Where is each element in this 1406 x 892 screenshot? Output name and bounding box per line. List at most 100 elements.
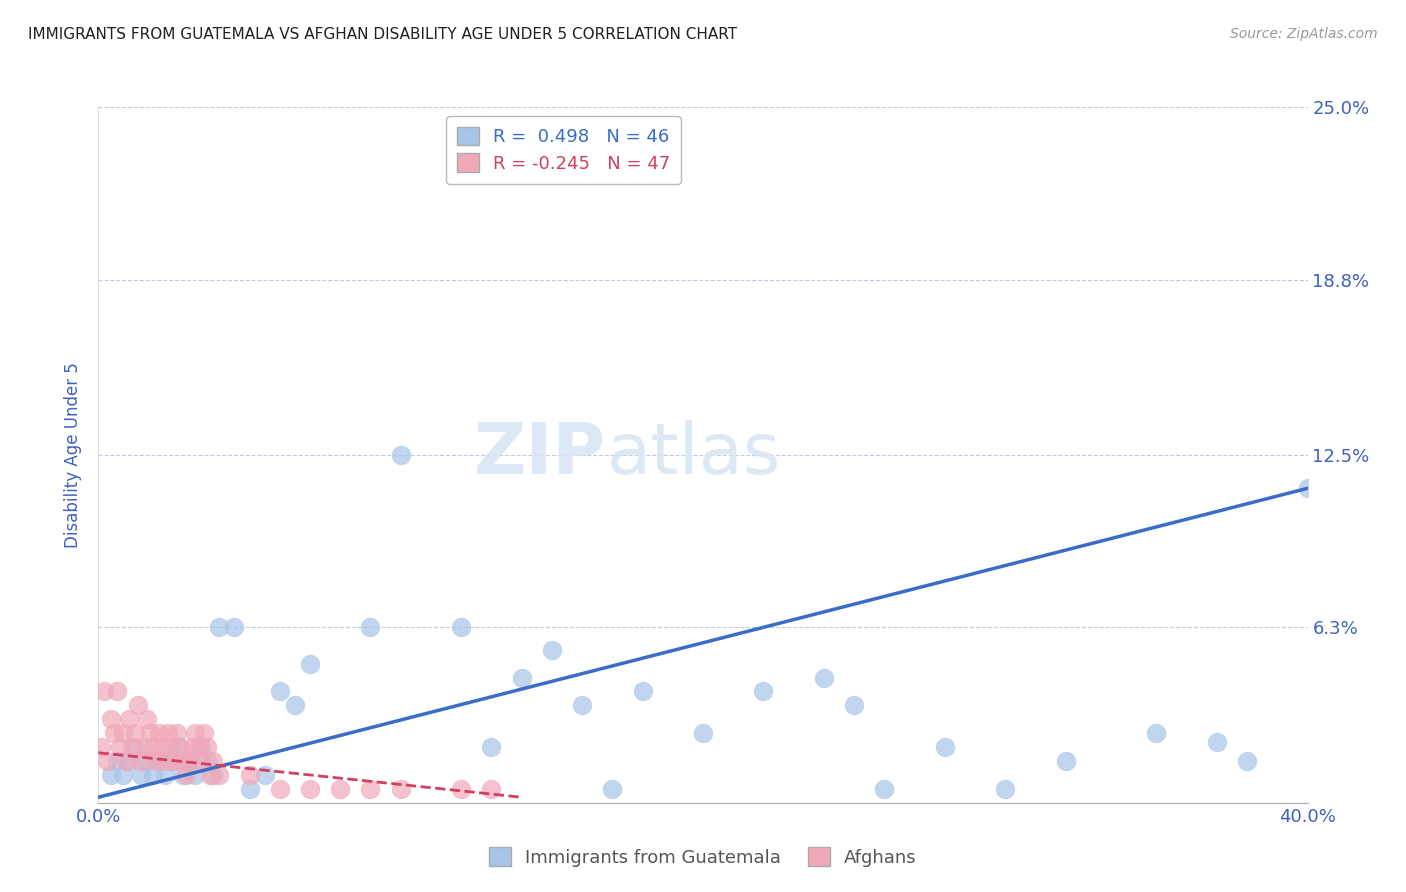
Point <box>540 642 562 657</box>
Point <box>153 768 176 782</box>
Point <box>602 781 624 796</box>
Point <box>150 740 173 755</box>
Point <box>124 726 146 740</box>
Point <box>1054 754 1077 768</box>
Point <box>481 740 503 755</box>
Point <box>163 754 186 768</box>
Point <box>360 781 382 796</box>
Text: IMMIGRANTS FROM GUATEMALA VS AFGHAN DISABILITY AGE UNDER 5 CORRELATION CHART: IMMIGRANTS FROM GUATEMALA VS AFGHAN DISA… <box>28 27 737 42</box>
Text: atlas: atlas <box>606 420 780 490</box>
Point <box>813 671 835 685</box>
Point <box>269 781 291 796</box>
Point <box>631 684 654 698</box>
Point <box>692 726 714 740</box>
Point <box>389 781 412 796</box>
Point <box>118 712 141 726</box>
Point <box>571 698 593 713</box>
Point <box>389 448 412 462</box>
Point <box>450 781 472 796</box>
Point <box>160 754 183 768</box>
Point <box>114 754 136 768</box>
Point <box>873 781 896 796</box>
Point <box>139 726 162 740</box>
Point <box>1296 481 1319 495</box>
Point <box>1144 726 1167 740</box>
Point <box>752 684 775 698</box>
Point <box>844 698 866 713</box>
Point <box>179 754 201 768</box>
Point <box>329 781 352 796</box>
Point <box>269 684 291 698</box>
Point <box>156 726 179 740</box>
Point <box>118 754 141 768</box>
Point <box>1236 754 1258 768</box>
Point <box>202 754 225 768</box>
Point <box>208 768 231 782</box>
Point <box>284 698 307 713</box>
Point <box>934 740 956 755</box>
Point <box>148 726 170 740</box>
Point <box>450 620 472 634</box>
Point <box>166 740 188 755</box>
Legend: R =  0.498   N = 46, R = -0.245   N = 47: R = 0.498 N = 46, R = -0.245 N = 47 <box>446 116 681 184</box>
Legend: Immigrants from Guatemala, Afghans: Immigrants from Guatemala, Afghans <box>482 840 924 874</box>
Point <box>181 740 204 755</box>
Point <box>184 726 207 740</box>
Point <box>481 781 503 796</box>
Point <box>132 740 155 755</box>
Point <box>239 768 262 782</box>
Point <box>179 754 201 768</box>
Point <box>103 726 125 740</box>
Point <box>299 657 322 671</box>
Point <box>200 768 222 782</box>
Point <box>360 620 382 634</box>
Point <box>105 754 128 768</box>
Point <box>93 684 115 698</box>
Point <box>195 740 218 755</box>
Point <box>202 768 225 782</box>
Point <box>253 768 276 782</box>
Point <box>193 726 215 740</box>
Point <box>121 740 143 755</box>
Point <box>174 768 197 782</box>
Point <box>142 768 165 782</box>
Point <box>510 671 533 685</box>
Point <box>135 712 157 726</box>
Point <box>124 740 146 755</box>
Point <box>195 754 218 768</box>
Point <box>145 754 167 768</box>
Point <box>190 740 212 755</box>
Point <box>90 740 112 755</box>
Point <box>1206 734 1229 748</box>
Point <box>135 754 157 768</box>
Point <box>187 740 209 755</box>
Point <box>105 684 128 698</box>
Text: ZIP: ZIP <box>474 420 606 490</box>
Point <box>129 768 152 782</box>
Point <box>100 712 122 726</box>
Point <box>190 754 212 768</box>
Point <box>208 620 231 634</box>
Text: Source: ZipAtlas.com: Source: ZipAtlas.com <box>1230 27 1378 41</box>
Point <box>153 754 176 768</box>
Point <box>148 754 170 768</box>
Point <box>172 754 194 768</box>
Point <box>108 740 131 755</box>
Point <box>160 740 183 755</box>
Point <box>166 726 188 740</box>
Point <box>172 768 194 782</box>
Point <box>100 768 122 782</box>
Point <box>224 620 246 634</box>
Y-axis label: Disability Age Under 5: Disability Age Under 5 <box>65 362 83 548</box>
Point <box>994 781 1017 796</box>
Point <box>239 781 262 796</box>
Point <box>111 726 134 740</box>
Point <box>129 754 152 768</box>
Point <box>142 740 165 755</box>
Point <box>96 754 118 768</box>
Point <box>299 781 322 796</box>
Point <box>111 768 134 782</box>
Point <box>184 768 207 782</box>
Point <box>169 740 191 755</box>
Point <box>127 698 149 713</box>
